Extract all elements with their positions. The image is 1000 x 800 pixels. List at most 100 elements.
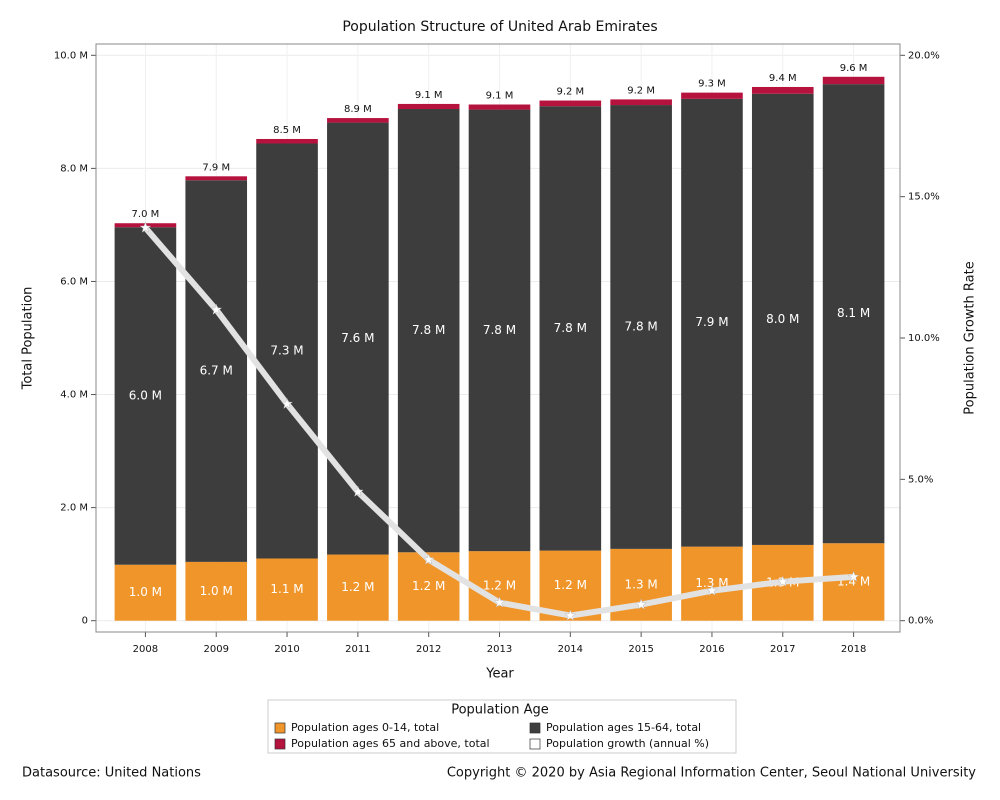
bar-value-label: 1.2 M <box>341 580 374 594</box>
bar-segment <box>681 546 743 621</box>
line-marker <box>705 584 718 596</box>
total-label: 9.4 M <box>769 73 797 84</box>
bar-segment <box>185 561 248 621</box>
y2-tick-label: 5.0% <box>908 474 933 485</box>
bar-segment <box>397 103 460 110</box>
bar-segment <box>114 564 177 621</box>
bar-segment <box>610 99 672 106</box>
legend-swatch <box>529 738 541 750</box>
line-marker <box>210 303 223 315</box>
total-label: 9.1 M <box>486 90 514 101</box>
y-tick-label: 2.0 M <box>60 503 88 514</box>
bar-value-label: 1.0 M <box>200 584 233 598</box>
legend-label: Population ages 0-14, total <box>291 721 439 734</box>
y-tick-label: 6.0 M <box>60 276 88 287</box>
bar-segment <box>185 176 248 181</box>
bar-segment <box>539 106 602 551</box>
copyright: Copyright © 2020 by Asia Regional Inform… <box>447 766 976 781</box>
bar-value-label: 6.0 M <box>129 388 162 402</box>
bar-value-label: 1.2 M <box>554 578 587 592</box>
bar-segment <box>822 543 885 621</box>
total-label: 8.5 M <box>273 125 301 136</box>
bar-segment <box>397 552 460 621</box>
bar-value-label: 1.2 M <box>412 579 445 593</box>
line-marker <box>281 397 294 409</box>
y-tick-label: 8.0 M <box>60 163 88 174</box>
total-label: 7.9 M <box>202 162 230 173</box>
y-tick-label: 4.0 M <box>60 390 88 401</box>
bar-segment <box>256 138 318 144</box>
y2-axis-title: Population Growth Rate <box>963 261 978 414</box>
bar-segment <box>539 100 602 107</box>
bar-segment <box>185 180 248 562</box>
bar-segment <box>256 143 318 559</box>
bar-segment <box>822 84 885 544</box>
total-label: 9.2 M <box>556 87 584 98</box>
bar-value-label: 7.6 M <box>341 331 374 345</box>
total-label: 9.3 M <box>698 79 726 90</box>
x-tick-label: 2014 <box>558 644 583 655</box>
legend-label: Population ages 65 and above, total <box>291 737 490 750</box>
bar-segment <box>114 227 177 565</box>
total-label: 7.0 M <box>132 209 160 220</box>
y2-tick-label: 0.0% <box>908 616 933 627</box>
y2-tick-label: 20.0% <box>908 50 940 61</box>
bar-value-label: 1.0 M <box>129 585 162 599</box>
bar-segment <box>681 92 743 99</box>
line-marker <box>564 609 577 621</box>
x-tick-label: 2010 <box>274 644 299 655</box>
legend-swatch <box>274 738 286 750</box>
y-tick-label: 10.0 M <box>54 50 88 61</box>
total-label: 9.1 M <box>415 90 443 101</box>
line-marker <box>493 596 506 608</box>
legend-label: Population growth (annual %) <box>546 737 709 750</box>
legend-swatch <box>529 722 541 734</box>
x-tick-label: 2008 <box>133 644 158 655</box>
x-tick-label: 2018 <box>841 644 866 655</box>
x-tick-label: 2017 <box>770 644 795 655</box>
bar-value-label: 1.1 M <box>270 582 303 596</box>
total-label: 9.6 M <box>840 63 868 74</box>
y-axis-title: Total Population <box>21 287 36 391</box>
x-tick-label: 2016 <box>699 644 724 655</box>
bar-value-label: 1.2 M <box>483 578 516 592</box>
bar-value-label: 7.8 M <box>625 319 658 333</box>
bar-segment <box>397 109 460 553</box>
bar-value-label: 7.9 M <box>695 315 728 329</box>
line-marker <box>351 485 364 497</box>
bar-value-label: 7.8 M <box>554 321 587 335</box>
bar-segment <box>327 554 389 621</box>
bar-segment <box>751 86 814 94</box>
source: Datasource: United Nations <box>22 766 201 781</box>
bar-value-label: 1.3 M <box>625 577 658 591</box>
bar-segment <box>327 122 389 555</box>
bar-value-label: 8.1 M <box>837 306 870 320</box>
y2-tick-label: 15.0% <box>908 192 940 203</box>
bar-segment <box>610 105 672 549</box>
total-label: 8.9 M <box>344 104 372 115</box>
line-marker <box>139 221 152 233</box>
x-tick-label: 2011 <box>345 644 370 655</box>
chart-title: Population Structure of United Arab Emir… <box>342 19 657 35</box>
total-label: 9.2 M <box>627 85 655 96</box>
bar-segment <box>468 104 531 110</box>
legend-title: Population Age <box>451 703 549 718</box>
bar-segment <box>822 76 885 85</box>
x-tick-label: 2012 <box>416 644 441 655</box>
line-marker <box>776 575 789 587</box>
x-tick-label: 2015 <box>628 644 653 655</box>
bar-value-label: 7.3 M <box>270 344 303 358</box>
bar-segment <box>468 109 531 552</box>
x-tick-label: 2009 <box>204 644 229 655</box>
legend-label: Population ages 15-64, total <box>546 721 701 734</box>
line-marker <box>847 570 860 582</box>
y-tick-label: 0 <box>82 616 88 627</box>
bar-segment <box>681 98 743 547</box>
bar-segment <box>751 93 814 545</box>
bar-value-label: 7.8 M <box>412 323 445 337</box>
line-marker <box>635 598 648 610</box>
line-marker <box>422 553 435 565</box>
legend-box <box>267 699 737 754</box>
bar-value-label: 6.7 M <box>200 364 233 378</box>
